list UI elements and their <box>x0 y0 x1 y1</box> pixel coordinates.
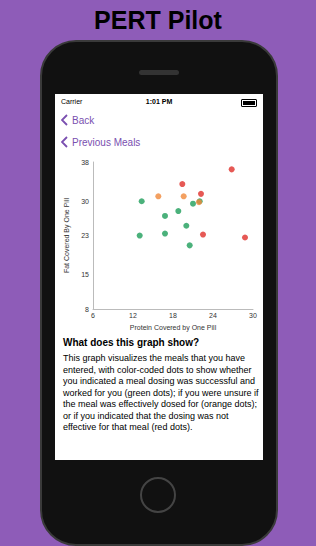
html-text:This graph visualizes the meal: This graph visualizes the meals that you… <box>63 353 259 432</box>
html-text:Previous Meals: Previous Meals <box>72 136 141 148</box>
svg-text:Protein Covered by One Pill: Protein Covered by One Pill <box>130 324 217 332</box>
svg-text:15: 15 <box>81 271 89 278</box>
svg-text:30: 30 <box>81 198 89 205</box>
html-text:1:01 PM: 1:01 PM <box>145 98 173 105</box>
svg-text:12: 12 <box>129 312 137 319</box>
svg-text:6: 6 <box>91 312 95 319</box>
svg-text:Fat Covered By One Pill: Fat Covered By One Pill <box>63 198 71 274</box>
html-text:PERT Pilot: PERT Pilot <box>94 6 222 34</box>
svg-text:38: 38 <box>81 159 89 166</box>
svg-text:8: 8 <box>85 306 89 313</box>
html-text:Back: Back <box>72 114 95 126</box>
svg-text:18: 18 <box>169 312 177 319</box>
html-text:What does this graph show?: What does this graph show? <box>63 337 200 348</box>
svg-text:24: 24 <box>209 312 217 319</box>
html-text:Carrier: Carrier <box>61 98 83 105</box>
svg-text:30: 30 <box>249 312 257 319</box>
svg-text:23: 23 <box>81 232 89 239</box>
